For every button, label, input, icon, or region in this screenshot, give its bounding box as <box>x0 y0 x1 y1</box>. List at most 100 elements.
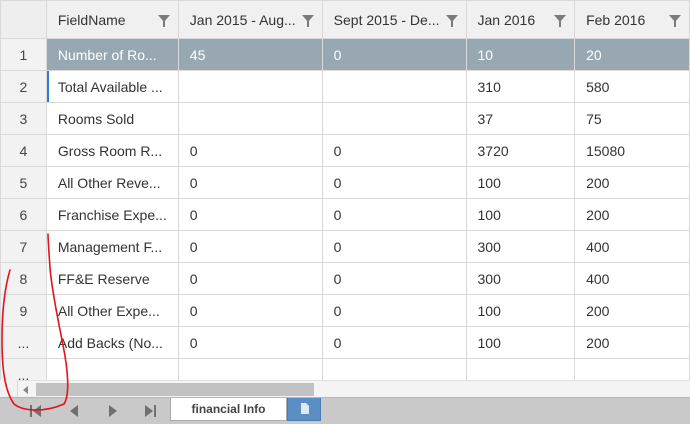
table-cell[interactable]: 200 <box>574 294 690 327</box>
table-cell[interactable]: 200 <box>574 198 690 231</box>
table-cell[interactable]: 400 <box>574 262 690 295</box>
table-row[interactable]: 5 All Other Reve... 0 0 100 200 <box>0 166 690 199</box>
row-number[interactable]: 9 <box>0 294 47 327</box>
table-cell[interactable]: 0 <box>177 230 323 263</box>
table-cell[interactable]: Total Available ... <box>45 70 179 103</box>
table-cell[interactable]: 300 <box>465 230 576 263</box>
table-cell[interactable]: 45 <box>177 38 323 71</box>
table-cell[interactable]: 0 <box>177 262 323 295</box>
first-sheet-icon[interactable] <box>30 404 44 418</box>
table-cell[interactable]: 0 <box>321 262 467 295</box>
table-row[interactable]: 7 Management F... 0 0 300 400 <box>0 230 690 263</box>
table-row[interactable]: 3 Rooms Sold 37 75 <box>0 102 690 135</box>
table-cell[interactable]: 0 <box>177 134 323 167</box>
sheet-tab-bar: financial Info <box>0 397 690 424</box>
column-header[interactable]: Jan 2015 - Aug... <box>177 0 323 39</box>
table-row[interactable]: 8 FF&E Reserve 0 0 300 400 <box>0 262 690 295</box>
table-cell[interactable]: 100 <box>465 294 576 327</box>
table-cell[interactable]: 0 <box>321 294 467 327</box>
row-number[interactable]: 1 <box>0 38 47 71</box>
table-cell[interactable]: 37 <box>465 102 576 135</box>
table-cell[interactable]: 0 <box>321 198 467 231</box>
table-cell[interactable]: 580 <box>574 70 690 103</box>
row-number[interactable]: ... <box>0 358 47 380</box>
column-header[interactable]: Sept 2015 - De... <box>321 0 467 39</box>
table-cell[interactable]: 10 <box>465 38 576 71</box>
next-sheet-icon[interactable] <box>106 404 120 418</box>
table-cell[interactable]: 100 <box>465 166 576 199</box>
table-cell[interactable]: 200 <box>574 326 690 359</box>
table-cell[interactable] <box>574 358 690 380</box>
table-row[interactable]: 6 Franchise Expe... 0 0 100 200 <box>0 198 690 231</box>
column-header[interactable]: Feb 2016 <box>574 0 690 39</box>
table-cell[interactable]: 75 <box>574 102 690 135</box>
table-cell[interactable]: 20 <box>574 38 690 71</box>
table-cell[interactable]: FF&E Reserve <box>45 262 179 295</box>
table-cell[interactable] <box>321 70 467 103</box>
table-row[interactable]: 4 Gross Room R... 0 0 3720 15080 <box>0 134 690 167</box>
table-cell[interactable]: 0 <box>321 326 467 359</box>
table-row[interactable]: 9 All Other Expe... 0 0 100 200 <box>0 294 690 327</box>
table-cell[interactable]: Management F... <box>45 230 179 263</box>
row-number[interactable]: 8 <box>0 262 47 295</box>
table-cell[interactable]: 100 <box>465 326 576 359</box>
filter-icon[interactable] <box>157 15 170 27</box>
table-cell[interactable]: 0 <box>177 198 323 231</box>
row-number[interactable]: ... <box>0 326 47 359</box>
filter-icon[interactable] <box>669 15 681 27</box>
row-number[interactable]: 3 <box>0 102 47 135</box>
table-cell[interactable]: 0 <box>321 134 467 167</box>
new-sheet-icon <box>301 403 309 414</box>
column-header[interactable]: Jan 2016 <box>465 0 576 39</box>
last-sheet-icon[interactable] <box>144 404 158 418</box>
row-header-filler <box>0 380 18 397</box>
table-cell[interactable]: 0 <box>321 230 467 263</box>
table-cell[interactable]: All Other Reve... <box>45 166 179 199</box>
table-row[interactable]: ... <box>0 358 690 380</box>
row-number[interactable]: 2 <box>0 70 47 103</box>
table-cell[interactable]: 0 <box>321 38 467 71</box>
add-sheet-button[interactable] <box>287 398 321 421</box>
table-cell[interactable]: 0 <box>177 326 323 359</box>
table-cell[interactable]: 400 <box>574 230 690 263</box>
horizontal-scrollbar[interactable] <box>18 380 690 397</box>
table-cell[interactable]: 15080 <box>574 134 690 167</box>
table-row[interactable]: 2 Total Available ... 310 580 <box>0 70 690 103</box>
select-all-corner[interactable] <box>0 0 47 39</box>
table-cell[interactable]: Gross Room R... <box>45 134 179 167</box>
filter-icon[interactable] <box>445 15 458 27</box>
table-cell[interactable]: 0 <box>177 166 323 199</box>
scrollbar-thumb[interactable] <box>36 383 314 396</box>
table-cell[interactable]: Rooms Sold <box>45 102 179 135</box>
row-number[interactable]: 6 <box>0 198 47 231</box>
table-cell[interactable] <box>321 102 467 135</box>
table-cell[interactable]: 200 <box>574 166 690 199</box>
table-cell[interactable] <box>177 358 323 380</box>
column-header[interactable]: FieldName <box>45 0 179 39</box>
table-row[interactable]: 1 Number of Ro... 45 0 10 20 <box>0 38 690 71</box>
filter-icon[interactable] <box>554 15 567 27</box>
table-cell[interactable]: 100 <box>465 198 576 231</box>
table-cell[interactable]: 0 <box>177 294 323 327</box>
table-row[interactable]: ... Add Backs (No... 0 0 100 200 <box>0 326 690 359</box>
row-number[interactable]: 4 <box>0 134 47 167</box>
table-cell[interactable]: Add Backs (No... <box>45 326 179 359</box>
table-cell[interactable] <box>177 102 323 135</box>
filter-icon[interactable] <box>301 15 314 27</box>
table-cell[interactable]: Franchise Expe... <box>45 198 179 231</box>
table-cell[interactable]: 300 <box>465 262 576 295</box>
table-cell[interactable] <box>465 358 576 380</box>
table-cell[interactable]: 0 <box>321 166 467 199</box>
table-cell[interactable]: 3720 <box>465 134 576 167</box>
table-cell[interactable] <box>177 70 323 103</box>
table-cell[interactable] <box>45 358 179 380</box>
table-cell[interactable]: All Other Expe... <box>45 294 179 327</box>
row-number[interactable]: 7 <box>0 230 47 263</box>
table-cell[interactable]: Number of Ro... <box>45 38 179 71</box>
scroll-left-arrow-icon[interactable] <box>23 386 28 394</box>
sheet-tab-financial-info[interactable]: financial Info <box>170 398 287 421</box>
previous-sheet-icon[interactable] <box>68 404 82 418</box>
table-cell[interactable] <box>321 358 467 380</box>
table-cell[interactable]: 310 <box>465 70 576 103</box>
row-number[interactable]: 5 <box>0 166 47 199</box>
